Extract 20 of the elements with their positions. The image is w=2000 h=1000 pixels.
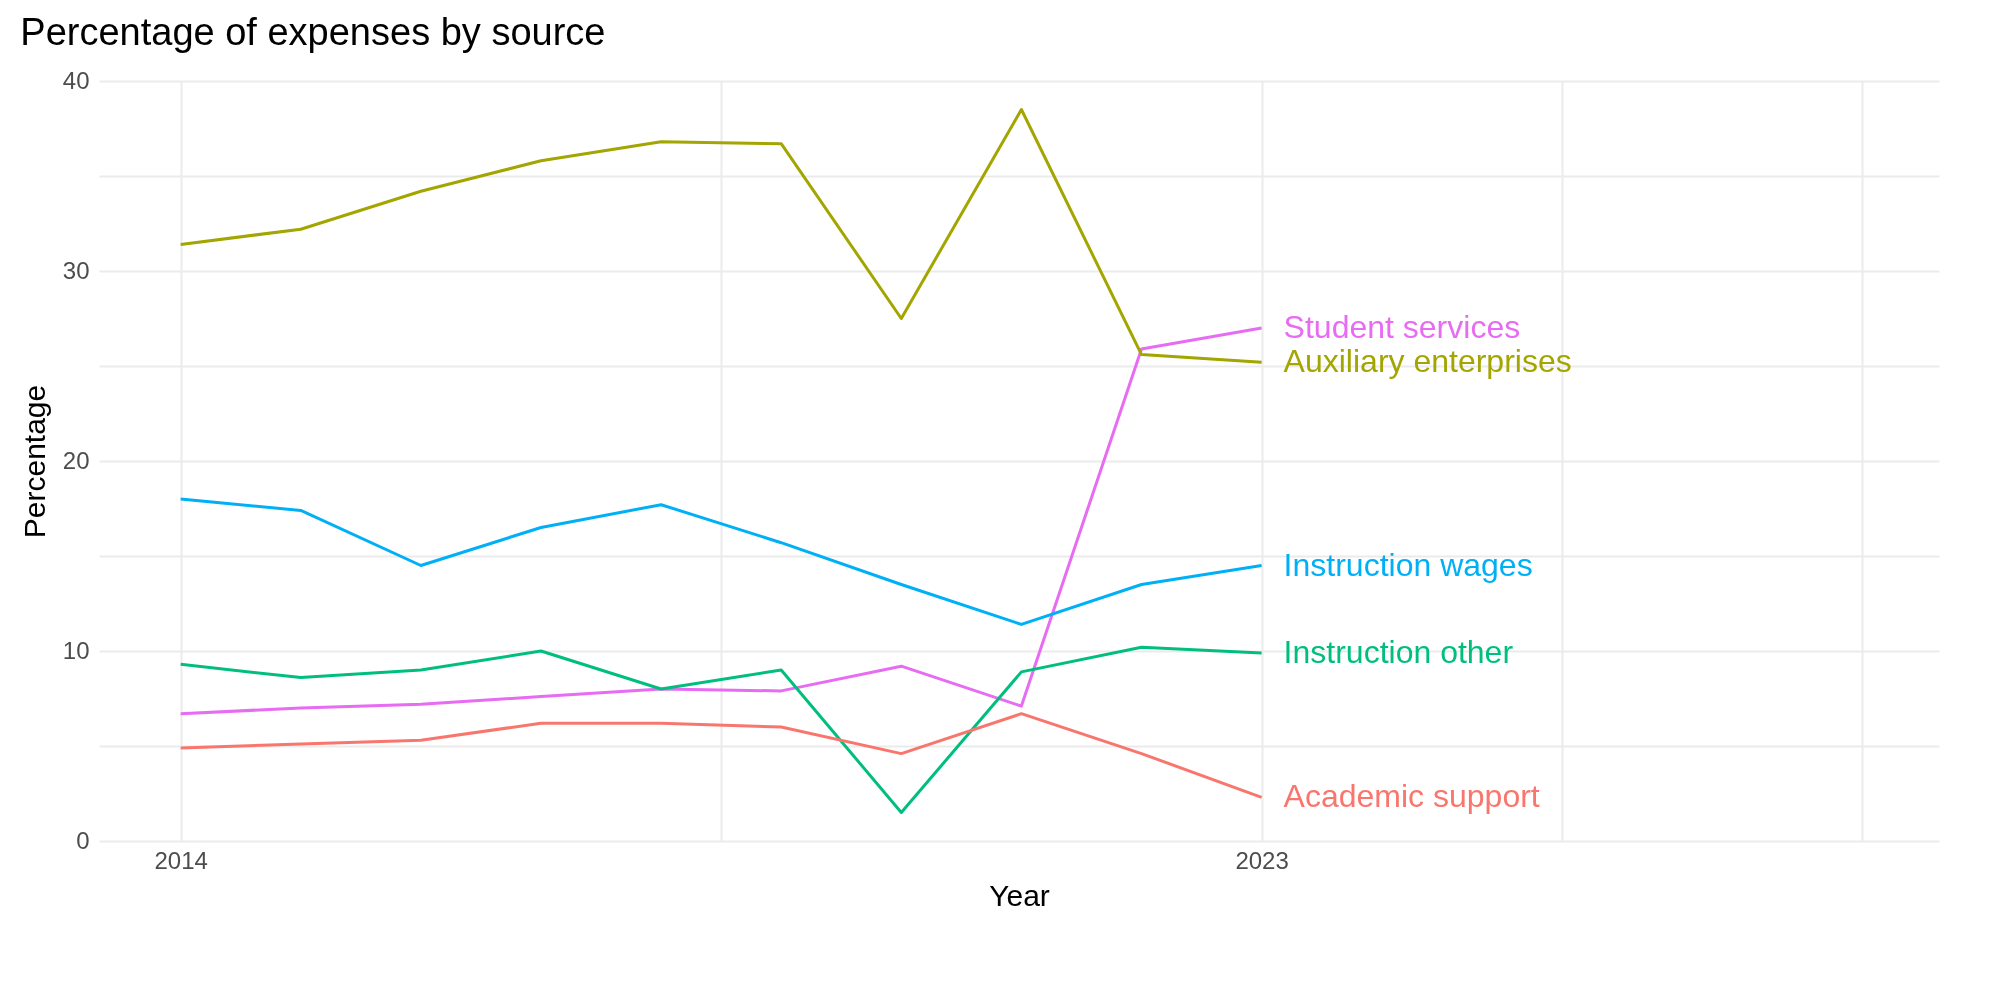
y-tick-label: 0 (76, 826, 90, 854)
y-axis-title: Percentage (17, 384, 51, 539)
line-series (179, 645, 1264, 814)
x-tick-label: 2023 (1235, 846, 1289, 874)
y-tick-label: 10 (62, 636, 90, 664)
series-label: Student services (1283, 309, 1521, 345)
y-tick-label: 40 (62, 66, 90, 94)
series-label: Auxiliary enterprises (1283, 343, 1572, 380)
line-series (179, 326, 1264, 716)
line-series (179, 712, 1264, 799)
series-label: Academic support (1283, 778, 1540, 815)
chart-title: Percentage of expenses by source (20, 11, 606, 53)
series-label: Instruction wages (1283, 546, 1533, 583)
series-label: Instruction other (1283, 633, 1514, 670)
y-tick-label: 30 (62, 256, 90, 284)
x-tick-label: 2014 (154, 846, 208, 874)
line-series (179, 497, 1264, 626)
line-series (179, 108, 1264, 364)
x-axis-title: Year (989, 878, 1050, 912)
y-tick-label: 20 (62, 446, 90, 474)
